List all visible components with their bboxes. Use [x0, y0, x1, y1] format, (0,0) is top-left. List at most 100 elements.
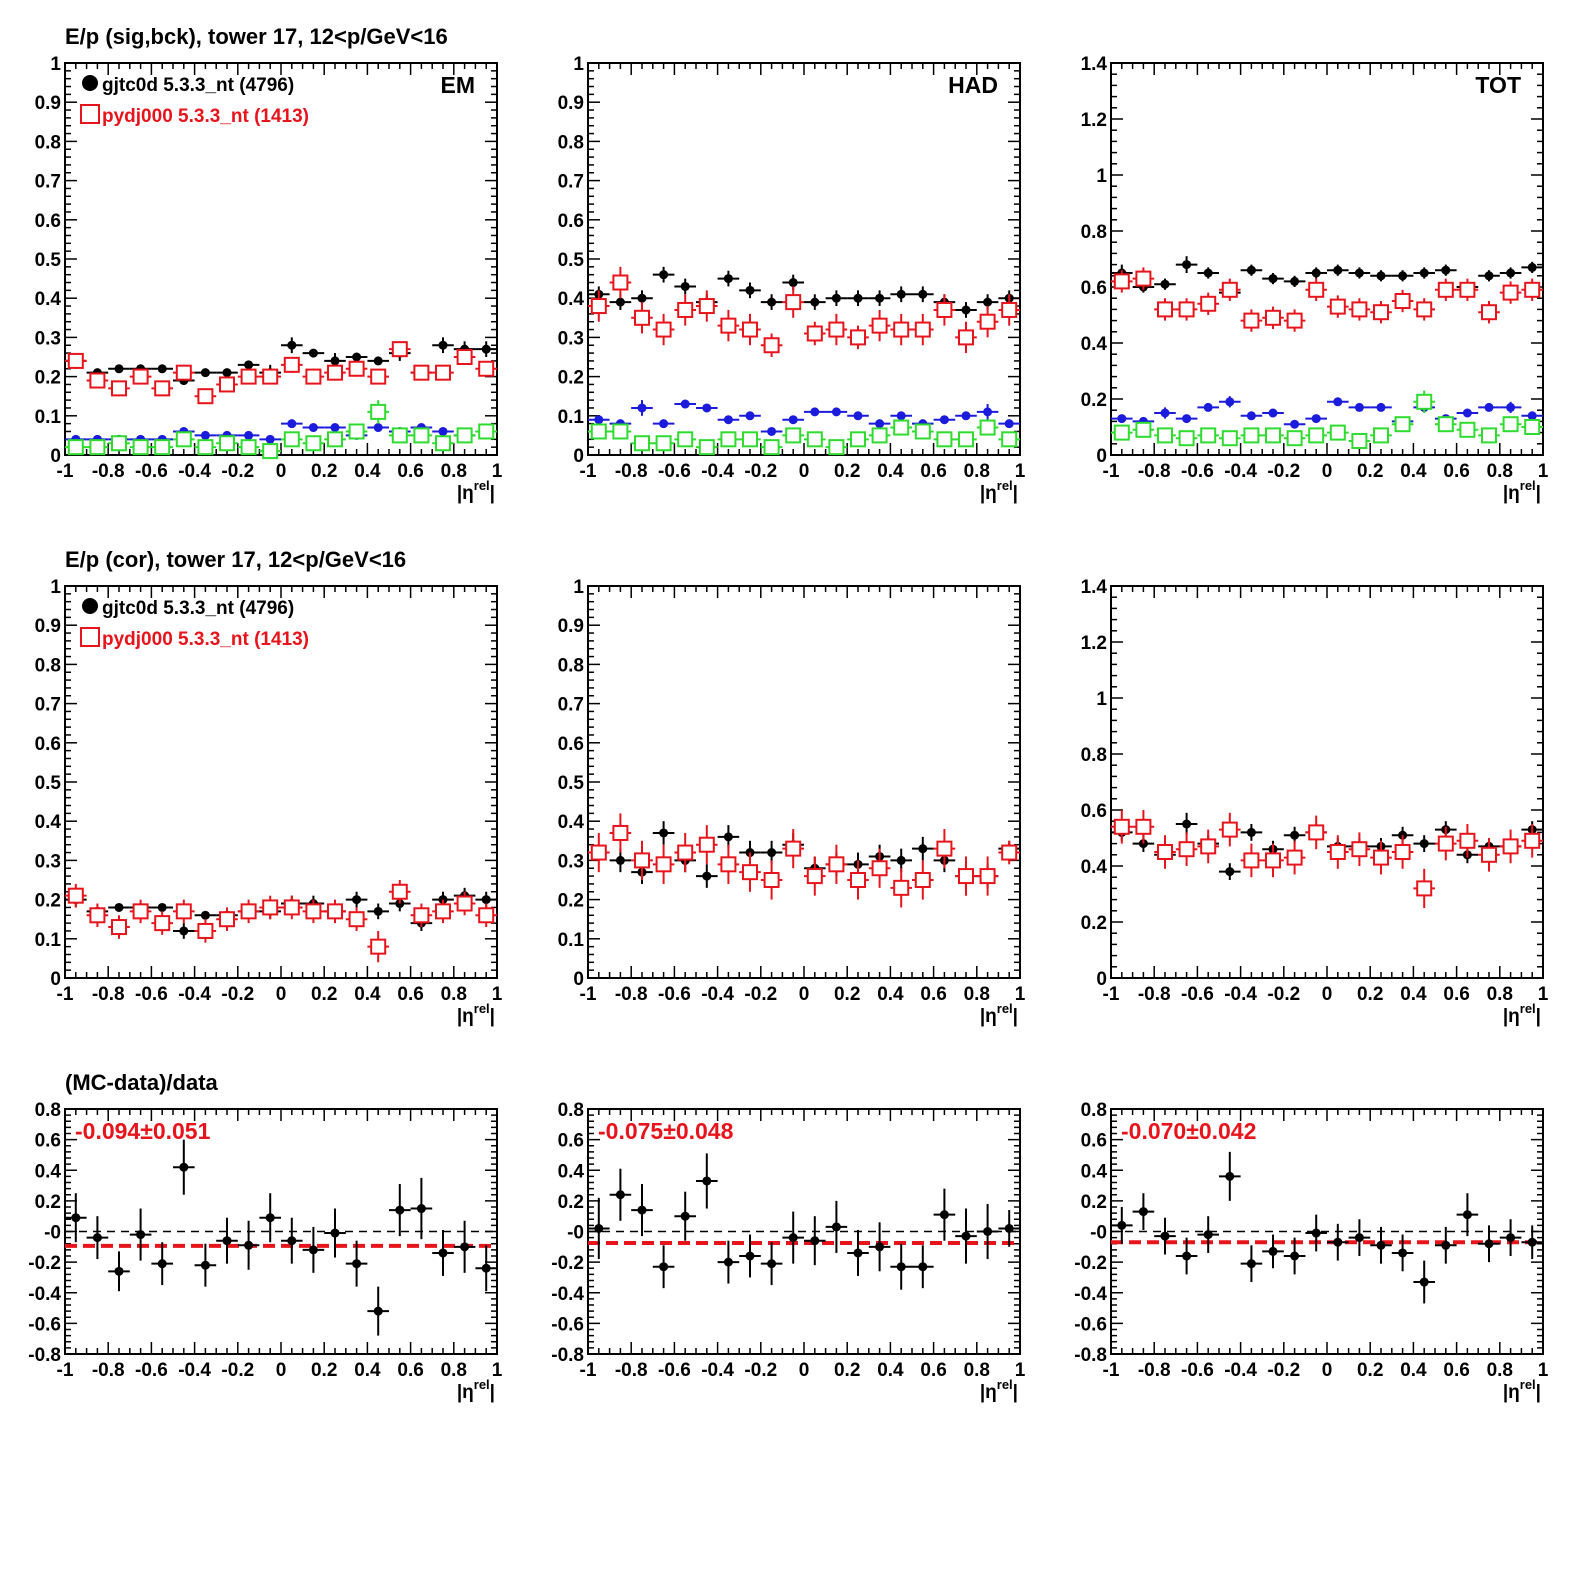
marker — [1290, 419, 1300, 429]
ratio-point — [760, 1242, 783, 1286]
mc-background-point — [302, 435, 325, 452]
marker — [936, 431, 953, 448]
mc-point — [1240, 843, 1263, 878]
ratio-point — [345, 1240, 368, 1287]
marker — [1524, 832, 1541, 849]
mc-background-point — [847, 431, 869, 448]
marker — [979, 868, 996, 885]
panel-3-had: -1 -0.8 -0.6 -0.4 -0.2 0 0.2 0.4 0.6 0.8 1|ηrel|-0… — [551, 1100, 1025, 1403]
ratio-point — [1456, 1193, 1479, 1237]
marker — [918, 1262, 928, 1272]
marker — [853, 1248, 863, 1258]
mc-point — [237, 899, 260, 924]
data-background-point — [237, 430, 260, 440]
mc-background-point — [998, 431, 1020, 448]
mc-point — [151, 911, 173, 935]
marker — [723, 415, 733, 425]
y-tick-label: 1 — [50, 54, 61, 75]
mc-point — [1175, 832, 1198, 866]
marker — [478, 360, 495, 377]
mc-point — [1111, 270, 1133, 293]
panel-1-tot: -1 -0.8 -0.6 -0.4 -0.2 0 0.2 0.4 0.6 0.8 1|ηrel|00… — [1081, 54, 1549, 504]
marker — [742, 864, 758, 881]
mc-point — [389, 341, 411, 358]
marker — [114, 902, 124, 912]
y-tick-label: 0.6 — [35, 734, 61, 755]
marker — [1117, 414, 1127, 424]
marker — [914, 872, 931, 888]
y-tick-label: 0.5 — [558, 250, 585, 271]
x-tick-label: -0.2 — [1267, 984, 1300, 1005]
mc-point — [1219, 278, 1241, 301]
mc-point — [194, 919, 217, 943]
data-background-point — [717, 415, 740, 425]
ratio-point — [151, 1242, 173, 1286]
marker — [67, 352, 84, 369]
data-point — [1478, 270, 1500, 282]
marker — [918, 844, 928, 854]
x-tick-label: 0.2 — [1357, 984, 1383, 1005]
data-point — [847, 290, 869, 307]
data-point — [1327, 264, 1349, 276]
marker — [111, 380, 127, 397]
data-point — [1499, 267, 1522, 279]
mc-point — [151, 380, 173, 397]
panel-2-em: -1 -0.8 -0.6 -0.4 -0.2 0 0.2 0.4 0.6 0.8 1|ηrel|00… — [35, 577, 503, 1027]
marker — [391, 341, 408, 358]
marker — [262, 899, 279, 916]
data-point — [1435, 264, 1457, 276]
marker — [330, 1228, 340, 1238]
x-tick-label: 0.6 — [397, 461, 423, 482]
marker — [1113, 424, 1130, 441]
ratio-point — [259, 1193, 281, 1243]
ratio-point — [129, 1208, 152, 1261]
legend-marker-data — [82, 598, 98, 614]
y-tick-label: 1 — [1096, 689, 1107, 710]
mc-point — [912, 313, 934, 346]
data-point — [1391, 270, 1414, 282]
x-tick-label: -0.4 — [701, 984, 734, 1005]
ratio-point — [890, 1243, 912, 1290]
y-tick-label: 0.6 — [558, 1131, 584, 1152]
marker — [1376, 402, 1386, 412]
marker — [853, 293, 863, 303]
marker — [1419, 1277, 1429, 1287]
mc-point-series — [588, 266, 1020, 357]
marker — [850, 431, 866, 448]
y-tick-label: 0.2 — [1081, 913, 1107, 934]
mc-point — [1499, 281, 1522, 304]
marker — [1376, 1240, 1386, 1250]
marker — [853, 411, 863, 421]
marker — [67, 887, 84, 904]
marker — [179, 1162, 189, 1172]
mc-point — [955, 321, 977, 354]
data-point — [739, 282, 761, 299]
data-background-point — [1305, 414, 1327, 424]
data-background-point — [674, 399, 696, 409]
marker — [219, 435, 235, 452]
y-tick-label: 1.2 — [1081, 110, 1107, 131]
marker — [1506, 268, 1516, 278]
ratio-point — [1348, 1219, 1371, 1256]
y-tick-label: -0.8 — [1074, 1345, 1107, 1366]
y-tick-label: 0.4 — [35, 1161, 62, 1182]
marker — [1351, 433, 1368, 449]
marker — [1221, 821, 1238, 838]
x-axis-label: |ηrel| — [457, 478, 495, 504]
marker — [1308, 281, 1325, 298]
x-tick-label: 0 — [1322, 461, 1333, 482]
marker — [262, 368, 279, 385]
marker — [1225, 1171, 1235, 1181]
marker — [659, 828, 669, 838]
marker — [287, 419, 297, 429]
marker — [896, 1262, 906, 1272]
marker — [1462, 408, 1472, 418]
mc-point — [1111, 810, 1133, 844]
data-point — [912, 836, 934, 861]
data-point — [955, 302, 977, 318]
marker — [810, 1236, 820, 1246]
marker — [612, 423, 629, 440]
data-point-series — [588, 821, 1020, 888]
data-point — [108, 902, 130, 912]
x-tick-label: 0.8 — [1487, 1360, 1513, 1381]
